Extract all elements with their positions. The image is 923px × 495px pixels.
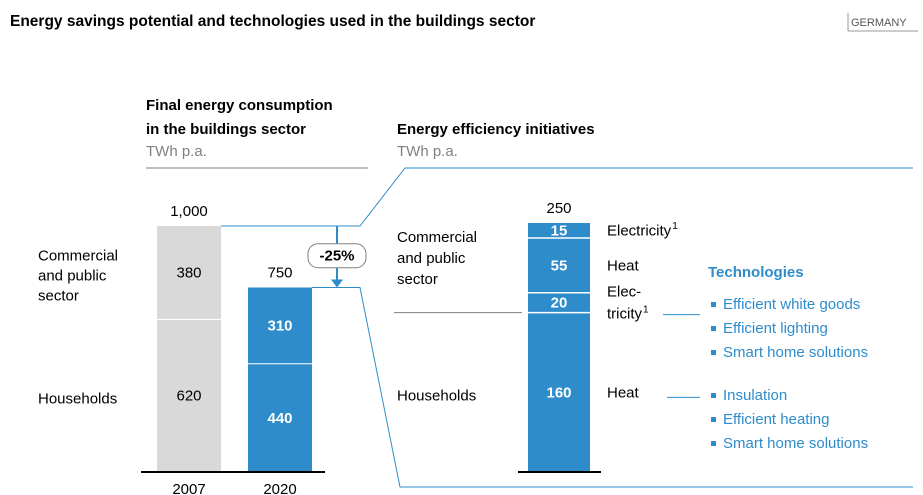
segment-label: 15 — [551, 222, 568, 239]
chart-subtitle: TWh p.a. — [146, 143, 207, 160]
x-tick-label: 2007 — [172, 481, 205, 495]
chart-title: in the buildings sector — [146, 121, 306, 138]
bar-segment — [157, 319, 221, 472]
connector — [221, 167, 913, 227]
series-label: and public — [38, 268, 107, 285]
region-label: GERMANY — [851, 17, 907, 29]
total-label: 1,000 — [170, 203, 208, 220]
segment-label: 160 — [546, 384, 571, 401]
chart-subtitle: TWh p.a. — [397, 143, 458, 160]
technology-item: Efficient lighting — [723, 320, 828, 337]
group-label: Commercial — [397, 229, 477, 246]
segment-name: Electricity — [607, 222, 672, 239]
chart-title: Energy efficiency initiatives — [397, 121, 595, 138]
bar-segment — [528, 292, 590, 313]
segment-label: 310 — [267, 318, 292, 335]
bullet — [711, 441, 716, 446]
segment-label: 380 — [176, 265, 201, 282]
segment-label: 620 — [176, 388, 201, 405]
series-label: Commercial — [38, 248, 118, 265]
x-tick-label: 2020 — [263, 481, 296, 495]
bar-segment — [528, 223, 590, 238]
change-box — [307, 243, 367, 269]
bullet — [711, 417, 716, 422]
segment-label: 440 — [267, 410, 292, 427]
arrow-head — [331, 279, 343, 288]
footnote-mark: 1 — [672, 221, 678, 232]
segment-name: Heat — [607, 257, 640, 274]
total-label: 250 — [546, 200, 571, 217]
segment-name: Elec- — [607, 284, 641, 301]
bullet — [711, 350, 716, 355]
bullet — [711, 326, 716, 331]
bullet — [711, 393, 716, 398]
technologies-title: Technologies — [708, 264, 804, 281]
bar-segment — [248, 287, 312, 364]
bar-segment — [528, 237, 590, 293]
segment-label: 20 — [551, 295, 568, 312]
group-label: sector — [397, 271, 438, 288]
technology-item: Smart home solutions — [723, 435, 868, 452]
segment-name: tricity — [607, 306, 642, 323]
group-label: Households — [397, 387, 476, 404]
series-label: Households — [38, 391, 117, 408]
segment-name: Heat — [607, 384, 640, 401]
bar-segment — [157, 226, 221, 320]
bullet — [711, 302, 716, 307]
change-label: -25% — [319, 248, 354, 265]
connector — [312, 287, 913, 488]
total-label: 750 — [267, 264, 292, 281]
segment-label: 55 — [551, 257, 568, 274]
technology-item: Efficient heating — [723, 411, 829, 428]
technology-item: Efficient white goods — [723, 296, 860, 313]
bar-segment — [528, 312, 590, 472]
chart-title: Final energy consumption — [146, 97, 333, 114]
bar-segment — [248, 363, 312, 472]
group-label: and public — [397, 250, 466, 267]
page-title: Energy savings potential and technologie… — [10, 13, 535, 30]
technology-item: Insulation — [723, 387, 787, 404]
series-label: sector — [38, 288, 79, 305]
footnote-mark: 1 — [643, 304, 649, 315]
technology-item: Smart home solutions — [723, 344, 868, 361]
